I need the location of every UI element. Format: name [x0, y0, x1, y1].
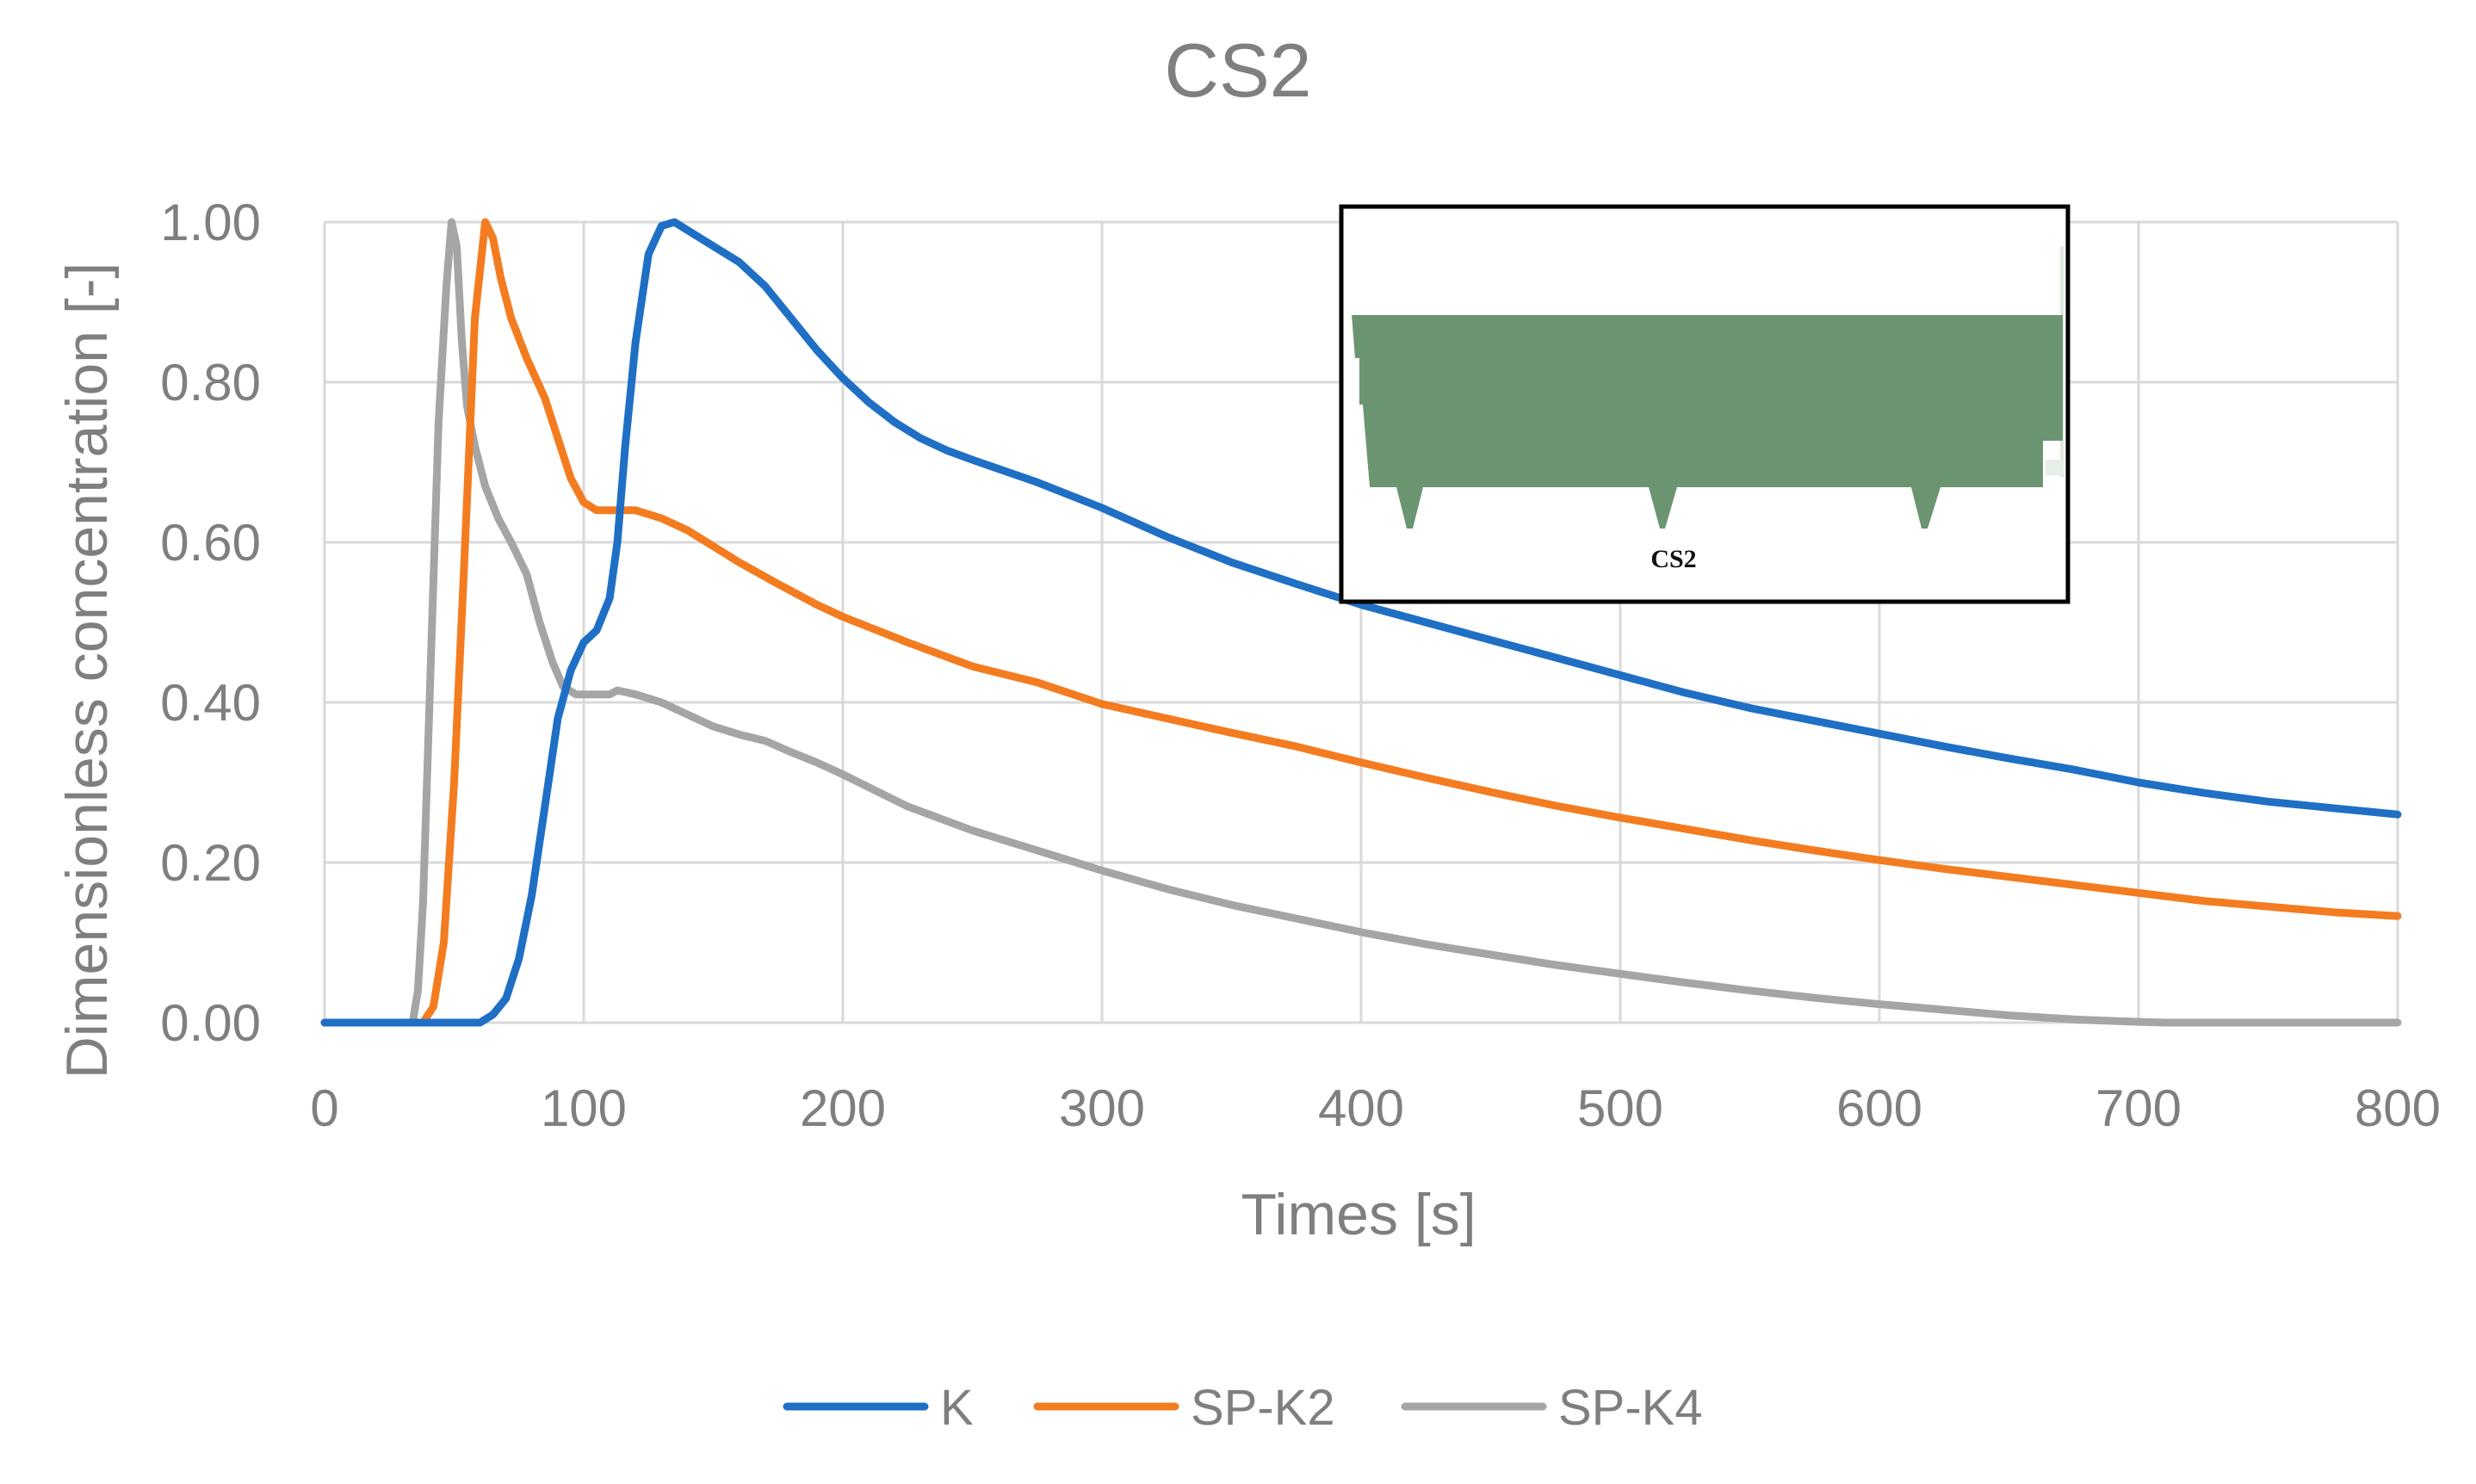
- y-tick-label: 0.80: [160, 354, 261, 411]
- x-tick-label: 500: [1577, 1079, 1663, 1137]
- y-tick-labels: 0.00 0.20 0.40 0.60 0.80 1.00: [160, 194, 261, 1052]
- x-tick-label: 800: [2355, 1079, 2441, 1137]
- x-tick-label: 0: [310, 1079, 338, 1137]
- inset-label: CS2: [1650, 545, 1696, 573]
- series-line-k: [320, 218, 2402, 1027]
- y-tick-label: 0.00: [160, 994, 261, 1052]
- legend-label: SP-K2: [1191, 1380, 1335, 1436]
- series-line-sp-k2: [320, 218, 2402, 1027]
- x-tick-label: 700: [2095, 1079, 2182, 1137]
- legend: K SP-K2 SP-K4: [783, 1380, 1703, 1436]
- x-tick-label: 300: [1059, 1079, 1145, 1137]
- inset-outlet: [2046, 460, 2063, 475]
- x-tick-label: 200: [800, 1079, 886, 1137]
- x-tick-labels: 0 100 200 300 400 500 600 700 800: [310, 1079, 2441, 1137]
- x-axis-title: Times [s]: [1241, 1182, 1476, 1247]
- series-line-sp-k4: [320, 218, 2402, 1027]
- chart-title: CS2: [1164, 28, 1311, 113]
- y-tick-label: 0.60: [160, 514, 261, 572]
- x-tick-label: 400: [1318, 1079, 1404, 1137]
- y-tick-label: 0.40: [160, 674, 261, 732]
- legend-label: SP-K4: [1558, 1380, 1703, 1436]
- series-lines: [320, 218, 2402, 1027]
- y-tick-label: 1.00: [160, 194, 261, 251]
- legend-label: K: [940, 1380, 974, 1436]
- y-tick-label: 0.20: [160, 834, 261, 892]
- inset-image: CS2: [1339, 204, 2071, 604]
- inset-channel-shape: [1352, 315, 2063, 529]
- y-axis-title: Dimensionless concentration [-]: [54, 263, 120, 1079]
- x-tick-label: 100: [541, 1079, 627, 1137]
- x-tick-label: 600: [1836, 1079, 1922, 1137]
